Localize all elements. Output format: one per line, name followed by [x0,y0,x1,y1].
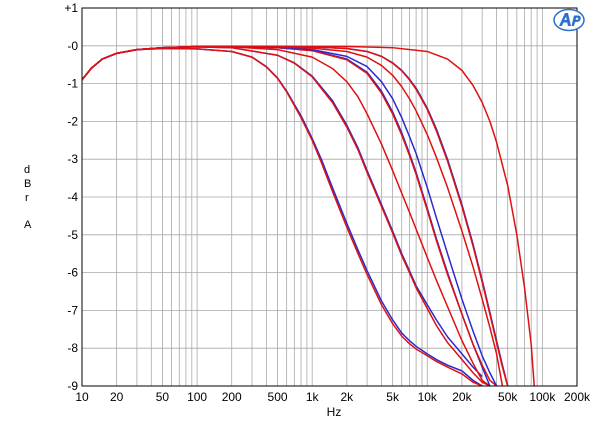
y-tick-label: -4 [67,190,78,204]
x-tick-label: 10k [418,390,438,404]
series-line-12-red [82,45,535,386]
y-tick-labels: +1 -0 -1 -2 -3 -4 -5 -6 -7 -8 -9 [64,1,78,393]
y-tick-label: -2 [67,114,78,128]
x-tick-label: 2k [340,390,354,404]
x-tick-label: 20k [452,390,472,404]
y-tick-label: -0 [67,39,78,53]
audio-precision-logo [553,8,585,32]
y-axis-letter: d [24,164,31,176]
y-axis-letter: B [24,178,32,190]
x-tick-label: 5k [386,390,400,404]
y-tick-label: -7 [67,303,78,317]
x-tick-label: 1k [306,390,320,404]
x-tick-label: 200 [222,390,242,404]
y-tick-label: -6 [67,266,78,280]
y-axis-letter: r [25,192,29,204]
x-tick-label: 50k [498,390,518,404]
series-group [82,45,535,386]
y-tick-label: -5 [67,228,78,242]
x-tick-label: 20 [110,390,124,404]
series-line-2-red [82,47,483,386]
x-tick-label: 500 [268,390,288,404]
y-tick-label: -9 [67,379,78,393]
series-clip-group [82,45,535,386]
x-tick-label: 200k [564,390,591,404]
y-tick-label: -1 [67,77,78,91]
x-tick-label: 50 [156,390,170,404]
x-tick-labels: 10 20 50 100 200 500 1k 2k 5k 10k 20k 50k 100k 200k [75,390,591,404]
x-tick-label: 100 [187,390,207,404]
plot-frame [81,7,578,387]
x-tick-label: 100k [529,390,556,404]
y-tick-label: -8 [67,341,78,355]
y-tick-label: +1 [64,1,78,15]
y-axis-letter: A [24,219,32,231]
x-axis-title: Hz [327,405,342,419]
x-tick-label: 10 [75,390,89,404]
y-tick-label: -3 [67,152,78,166]
grid-lines [82,8,577,386]
